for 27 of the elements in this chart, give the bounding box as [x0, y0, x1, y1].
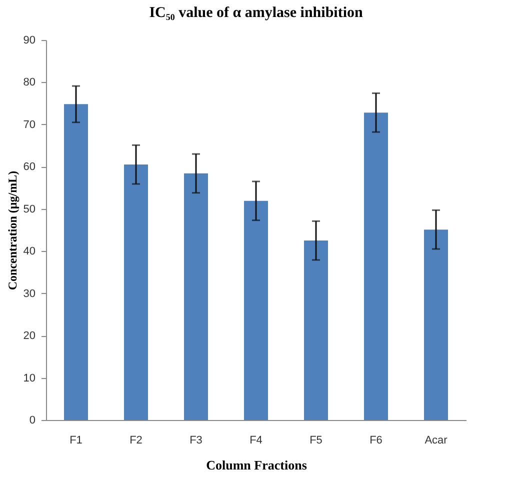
x-tick-label: Acar [424, 434, 448, 446]
x-tick-label: F5 [310, 434, 322, 446]
y-axis-title: Concentration (µg/mL) [5, 170, 20, 290]
x-axis-title: Column Fractions [206, 458, 307, 472]
bar [364, 112, 388, 420]
y-tick-label: 30 [23, 288, 36, 300]
y-tick-label: 50 [23, 203, 36, 216]
y-tick-label: 40 [23, 246, 36, 258]
x-tick-label: F3 [190, 434, 202, 446]
x-tick-label: F2 [130, 434, 142, 446]
bar [184, 173, 208, 420]
bar [64, 104, 88, 420]
x-tick-label: F6 [370, 434, 382, 446]
bar [424, 230, 448, 420]
y-tick-label: 90 [23, 34, 36, 46]
bar [124, 164, 148, 420]
y-tick-label: 20 [23, 330, 36, 342]
y-tick-label: 0 [29, 414, 36, 426]
chart-title: IC₅₀ value of α amylase inhibition [149, 5, 364, 21]
x-tick-label: F4 [250, 434, 262, 446]
y-tick-label: 70 [23, 118, 36, 131]
bar [244, 200, 268, 420]
y-tick-label: 10 [23, 372, 36, 384]
bar [304, 240, 328, 420]
y-tick-label: 60 [23, 161, 36, 174]
x-tick-label: F1 [70, 434, 82, 446]
y-tick-label: 80 [23, 76, 36, 89]
